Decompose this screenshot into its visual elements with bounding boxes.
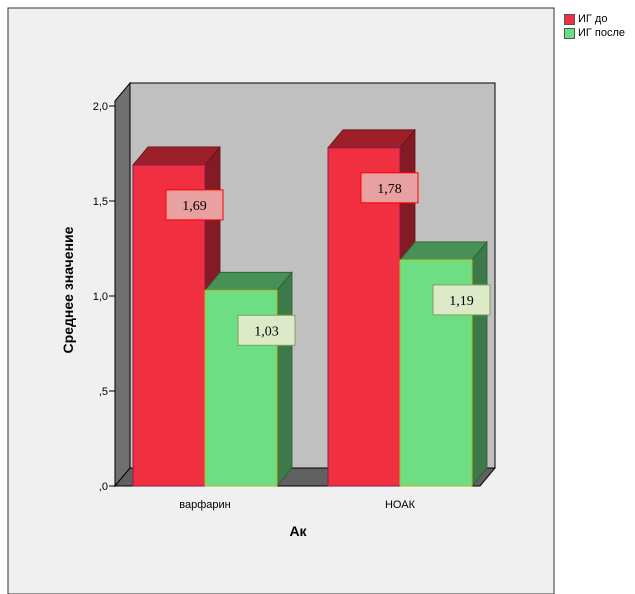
bar-top-1-1	[399, 241, 488, 261]
data-label-box-0-1	[360, 172, 419, 204]
y-tick-label-4: 2,0	[93, 101, 108, 113]
data-label-1-1: 1,19	[449, 294, 474, 309]
bar-top-0-1	[327, 129, 416, 149]
bar-0-1	[327, 147, 401, 487]
x-tick-label-1: НОАК	[385, 499, 416, 511]
data-label-box-0-0	[165, 189, 224, 221]
bar-top-0-0	[132, 146, 221, 166]
x-tick-label-0: варфарин	[179, 499, 230, 511]
x-axis-title: Ак	[289, 523, 307, 539]
y-tick-label-2: 1,0	[93, 291, 108, 303]
legend-item-0: ИГ до	[564, 12, 625, 26]
legend-swatch-0	[564, 13, 575, 25]
legend: ИГ до ИГ после	[564, 12, 625, 40]
legend-label-1: ИГ после	[578, 27, 626, 39]
y-axis-title: Среднее значение	[60, 226, 76, 353]
bar-top-1-0	[204, 271, 293, 291]
y-tick-label-0: ,0	[99, 481, 108, 493]
data-label-box-1-1	[432, 284, 491, 316]
bar-side-1-1	[471, 240, 488, 488]
data-label-box-1-0	[237, 314, 296, 346]
data-label-0-1: 1,78	[377, 182, 402, 197]
data-label-1-0: 1,03	[254, 324, 279, 339]
legend-swatch-1	[564, 27, 575, 39]
left-wall	[114, 81, 131, 488]
y-tick-label-1: ,5	[99, 386, 108, 398]
data-label-0-0: 1,69	[182, 199, 207, 214]
legend-label-0: ИГ до	[578, 13, 608, 25]
legend-item-1: ИГ после	[564, 26, 625, 40]
plot-area: ,0 ,5 1,0 1,5 2,0 варфарин НОАК 1,69 1,03 1,78 1,1…	[60, 81, 497, 539]
bar-side-1-0	[276, 271, 293, 488]
y-tick-label-3: 1,5	[93, 196, 108, 208]
